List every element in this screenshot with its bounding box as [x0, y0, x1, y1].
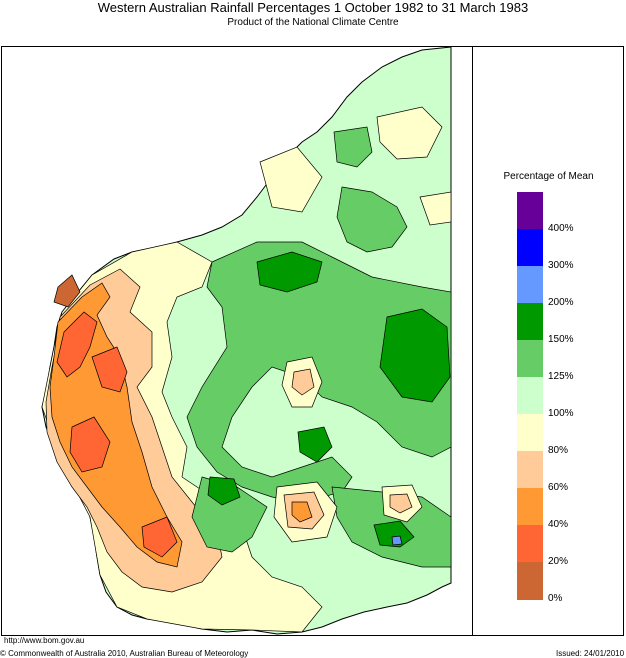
region-200-300	[391, 535, 403, 546]
legend-tick-label: 125%	[548, 371, 574, 382]
legend-swatch	[517, 266, 543, 304]
legend-color-bar	[517, 192, 543, 600]
region-60-80-center	[291, 368, 315, 396]
legend-swatch	[517, 192, 543, 230]
region-20-40-c	[69, 416, 111, 473]
map-frame	[1, 46, 624, 636]
legend-swatch	[517, 340, 543, 378]
legend-tick-label: 0%	[548, 593, 563, 604]
region-60-80-se	[389, 493, 413, 514]
legend-swatch	[517, 229, 543, 267]
legend-divider	[472, 46, 473, 636]
legend-tick-label: 40%	[548, 519, 569, 530]
legend-swatch	[517, 377, 543, 415]
legend-swatch	[517, 451, 543, 489]
region-150-200-b	[379, 308, 451, 403]
legend-swatch	[517, 525, 543, 563]
legend-tick-label: 300%	[548, 260, 574, 271]
legend-swatch	[517, 303, 543, 341]
legend-tick-label: 150%	[548, 334, 574, 345]
region-80-100-north	[376, 106, 443, 160]
map-title: Western Australian Rainfall Percentages …	[97, 0, 529, 15]
region-150-200-c	[297, 426, 333, 463]
region-150-200-d	[207, 476, 241, 506]
region-0-20	[53, 274, 81, 308]
region-125-150-north	[336, 186, 408, 253]
rainfall-map	[41, 47, 452, 635]
region-125-150-central	[186, 241, 452, 503]
legend-title: Percentage of Mean	[503, 171, 594, 182]
region-80-100-east	[419, 191, 452, 226]
footer-copyright: © Commonwealth of Australia 2010, Austra…	[0, 649, 249, 658]
region-20-40-a	[56, 311, 98, 378]
legend-tick-label: 80%	[548, 445, 569, 456]
legend-tick-label: 400%	[548, 223, 574, 234]
region-20-40-d	[141, 516, 178, 558]
region-20-40-b	[91, 346, 128, 393]
region-125-150-nw	[333, 126, 373, 168]
region-150-200-a	[256, 251, 323, 293]
footer-issued: Issued: 24/01/2010	[556, 649, 625, 658]
region-80-100-nw	[259, 146, 323, 213]
legend-tick-label: 60%	[548, 482, 569, 493]
legend-swatch	[517, 488, 543, 526]
legend-swatch	[517, 414, 543, 452]
legend-tick-label: 200%	[548, 297, 574, 308]
region-40-60-south	[291, 501, 313, 523]
region-150-200-e	[373, 520, 415, 548]
legend-swatch	[517, 562, 543, 600]
legend-tick-label: 20%	[548, 556, 569, 567]
legend-tick-label: 100%	[548, 408, 574, 419]
map-subtitle: Product of the National Climate Centre	[227, 17, 399, 28]
footer-url[interactable]: http://www.bom.gov.au	[4, 636, 85, 645]
